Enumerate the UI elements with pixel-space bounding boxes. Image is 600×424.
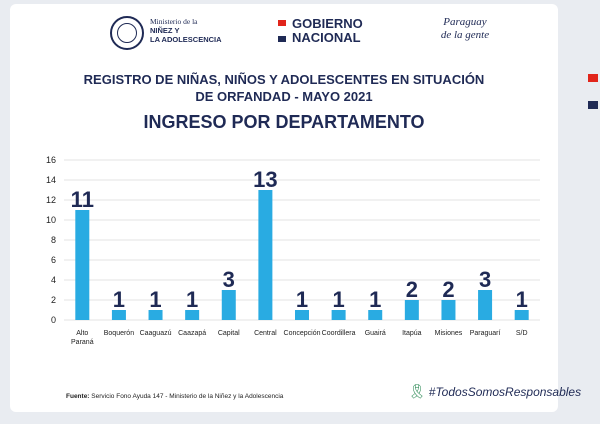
bar [111,310,126,320]
side-blue-mark [588,101,598,109]
category-label: Boquerón [104,330,134,337]
category-label-line: S/D [516,330,528,337]
bar [441,300,456,320]
category-label-line: Coordillera [322,330,356,337]
slogan-line2: de la gente [440,29,490,41]
data-label: 3 [223,267,235,292]
category-label: Guairá [365,330,386,337]
bar [331,310,346,320]
chart-subtitle: INGRESO POR DEPARTAMENTO [143,112,425,132]
category-label-line: Paraná [71,339,94,346]
gov-line1: GOBIERNO [292,16,363,31]
ministry-line3: LA ADOLESCENCIA [150,35,222,44]
awareness-ribbon-icon: 🎗 [408,383,426,399]
bar [258,190,273,320]
bar [368,310,383,320]
category-label: Concepción [284,330,321,337]
y-tick-label: 6 [51,255,56,265]
category-label: Central [254,330,277,337]
bar [478,290,493,320]
category-label: Coordillera [322,330,356,337]
category-label-line: Capital [218,330,240,337]
ministry-line2: NIÑEZ Y [150,26,180,35]
category-label-line: Boquerón [104,330,134,337]
data-label: 1 [516,287,528,312]
bar [221,290,236,320]
y-tick-label: 2 [51,295,56,305]
data-label: 1 [113,287,125,312]
ministry-line1: Ministerio de la [150,17,198,26]
category-label: Itapúa [402,330,422,337]
category-label-line: Concepción [284,330,321,337]
category-label: Paraguarí [470,330,501,337]
category-label-line: Paraguarí [470,330,501,337]
category-label: Capital [218,330,240,337]
category-label-line: Itapúa [402,330,422,337]
category-label-line: Guairá [365,330,386,337]
category-label-line: Alto [76,330,88,337]
y-tick-label: 4 [51,275,56,285]
data-label: 1 [149,287,161,312]
bar [75,210,90,320]
gov-flag-red-icon [278,20,286,26]
category-label-line: Central [254,330,277,337]
y-tick-label: 12 [46,195,56,205]
source-text: Servicio Fono Ayuda 147 - Ministerio de … [91,393,284,400]
header: Ministerio de la NIÑEZ Y LA ADOLESCENCIA… [10,4,558,64]
category-label-line: Caazapá [178,330,206,337]
data-label: 2 [406,277,418,302]
data-label: 3 [479,267,491,292]
y-tick-label: 14 [46,175,56,185]
bar [185,310,200,320]
y-tick-label: 10 [46,215,56,225]
ministry-seal-icon [110,16,144,50]
category-label: Caaguazú [140,330,172,337]
bar [404,300,419,320]
category-label: S/D [516,330,528,337]
data-label: 2 [442,277,454,302]
gov-line2: NACIONAL [292,30,361,45]
gov-logo: GOBIERNO NACIONAL [292,17,363,45]
source-note: Fuente: Servicio Fono Ayuda 147 - Minist… [66,393,283,400]
data-label: 11 [71,187,94,212]
y-tick-label: 0 [51,315,56,325]
category-label: Alto Paraná [71,330,94,346]
category-label-line: Misiones [435,330,463,337]
bar [514,310,529,320]
category-label: Caazapá [178,330,206,337]
slogan-line1: Paraguay [443,16,487,28]
bar [295,310,309,320]
hashtag-text: #TodosSomosResponsables [428,384,582,399]
hashtag: 🎗 #TodosSomosResponsables [408,383,581,400]
chart-title-line1: REGISTRO DE NIÑAS, NIÑOS Y ADOLESCENTES … [83,72,485,87]
data-label: 1 [186,287,198,312]
data-label: 1 [296,287,308,312]
slogan-logo: Paraguay de la gente [430,16,500,42]
category-label: Misiones [435,330,463,337]
y-tick-label: 8 [51,235,56,245]
data-label: 1 [332,287,344,312]
data-label: 1 [369,287,381,312]
category-label-line: Caaguazú [140,330,172,337]
ministry-logo: Ministerio de la NIÑEZ Y LA ADOLESCENCIA [150,17,222,44]
gov-flag-blue-icon [278,36,286,42]
y-tick-label: 16 [46,155,56,165]
side-red-mark [588,74,598,82]
data-label: 13 [253,167,277,192]
chart-title-line2: DE ORFANDAD - MAYO 2021 [195,89,373,104]
source-label: Fuente: [66,393,90,400]
bar [148,310,163,320]
infographic-card: Ministerio de la NIÑEZ Y LA ADOLESCENCIA… [10,4,581,412]
